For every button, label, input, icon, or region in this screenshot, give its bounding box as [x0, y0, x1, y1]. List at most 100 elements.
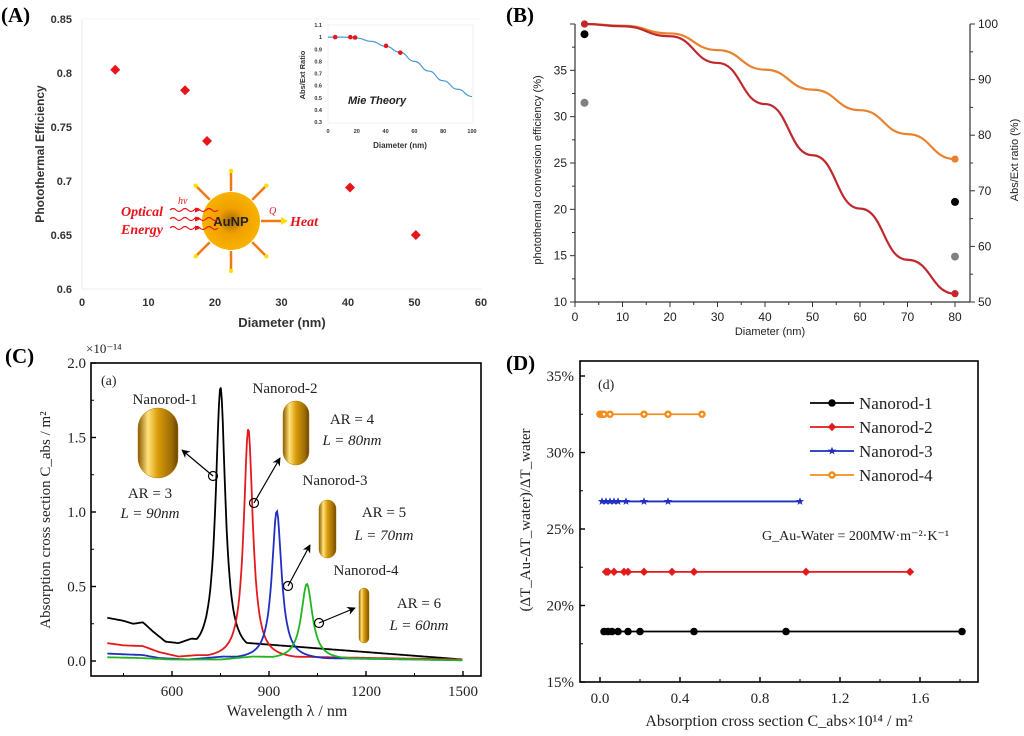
optical-label: Optical	[121, 205, 163, 220]
ray-tip-icon	[228, 268, 234, 274]
inset-xlabel: Diameter (nm)	[373, 141, 427, 150]
d-subpanel: (d)	[598, 378, 615, 393]
b-x-tick-label: 10	[616, 310, 630, 324]
a-x-tick-label: 0	[79, 297, 85, 309]
b-x-tick-label: 40	[758, 310, 772, 324]
d-data-point	[801, 567, 811, 577]
c-peak-marker-icon	[248, 497, 260, 509]
heat-ray-icon	[251, 241, 268, 258]
c-spectrum-line	[107, 582, 463, 662]
b-series-line	[584, 22, 956, 161]
heat-ray-icon	[194, 184, 211, 201]
heat-ray-icon	[251, 184, 268, 201]
d-data-point	[597, 497, 607, 505]
c-spectrum-line	[107, 387, 463, 661]
c-pointer-arrow-icon	[318, 607, 356, 624]
d-x-tick-label: 0.0	[591, 691, 610, 707]
a-y-tick-label: 0.7	[57, 176, 72, 188]
c-length-label: L = 70nm	[353, 528, 413, 544]
c-y-tick-label: 1.5	[67, 431, 86, 447]
panel-label-c: (C)	[5, 344, 34, 368]
d-data-point	[958, 627, 966, 636]
mie-curve	[328, 36, 473, 98]
d-x-tick-label: 0.4	[671, 691, 690, 707]
inset-data-point	[383, 43, 389, 49]
b-scatter-point	[951, 252, 959, 261]
heat-ray-icon	[194, 241, 211, 258]
inset-data-point	[352, 35, 358, 40]
a-x-tick-label: 20	[209, 297, 221, 309]
c-y-tick-label: 2.0	[67, 356, 86, 372]
c-peak-marker-icon	[313, 617, 325, 629]
c-peak-marker-icon	[282, 580, 294, 592]
d-data-point	[613, 497, 623, 505]
c-x-tick-label: 600	[161, 684, 184, 700]
d-data-point-center	[608, 412, 612, 416]
photon-wave-icons	[169, 207, 219, 231]
b-scatter-point	[580, 30, 589, 39]
inset-y-tick-label: 0.7	[314, 72, 322, 78]
c-peak-marker-icon	[207, 470, 219, 482]
b-y-right-tick-label: 100	[978, 17, 998, 31]
heat-arrowhead-icon	[281, 217, 288, 225]
inset-data-point	[348, 34, 353, 40]
b-y-left-tick-label: 10	[554, 295, 568, 309]
d-x-tick-label: 1.2	[831, 691, 850, 707]
d-legend-marker-center	[830, 473, 834, 477]
d-data-point	[639, 567, 649, 577]
heat-label: Heat	[289, 215, 319, 230]
d-data-point	[601, 497, 611, 505]
d-legend-marker	[827, 446, 837, 455]
hv-label: hv	[178, 196, 188, 207]
a-x-tick-label: 60	[475, 297, 487, 309]
a-y-tick-label: 0.65	[51, 230, 72, 242]
d-data-point-center	[666, 412, 670, 416]
a-y-tick-label: 0.8	[57, 68, 72, 80]
b-y-left-tick-label: 35	[554, 63, 568, 77]
d-data-point	[603, 567, 613, 577]
d-data-point	[609, 567, 619, 577]
a-y-tick-label: 0.6	[57, 284, 72, 296]
panel-label-a: (A)	[1, 3, 30, 27]
c-y-tick-label: 1.0	[67, 505, 86, 521]
panel-a-chart: 0 10 20 30 40 50 600.60.650.70.750.80.85 Diame…	[33, 14, 487, 330]
nanorod-image-icon	[282, 400, 310, 466]
d-data-point-center	[602, 412, 606, 416]
inset-data-point	[332, 34, 338, 40]
photon-arrowhead-icon	[195, 216, 201, 222]
c-x-tick-label: 900	[258, 684, 281, 700]
inset-y-tick-label: 0.4	[314, 108, 323, 114]
a-data-point	[180, 85, 191, 96]
d-legend-marker	[828, 399, 836, 407]
c-xlabel: Wavelength λ / nm	[227, 703, 348, 720]
inset-y-tick-label: 0.8	[314, 59, 322, 65]
b-y-left-tick-label: 20	[554, 202, 568, 216]
d-data-point	[624, 627, 632, 636]
c-y-tick-label: 0.5	[67, 580, 86, 596]
nanorod-image-icon	[137, 407, 179, 479]
c-x-tick-label: 1500	[448, 684, 478, 700]
c-aspect-ratio-label: AR = 6	[397, 596, 442, 612]
photon-arrowhead-icon	[195, 225, 201, 231]
ray-tip-icon	[264, 254, 269, 259]
panel-label-b: (B)	[506, 3, 534, 27]
inset-y-tick-label: 0.3	[314, 120, 322, 126]
d-y-tick-label: 20%	[547, 599, 575, 615]
inset-y-tick-label: 0.5	[314, 96, 322, 102]
b-series-endpoint	[580, 20, 589, 28]
d-data-point	[663, 497, 673, 505]
d-data-point	[905, 567, 915, 577]
b-y-right-tick-label: 50	[978, 295, 992, 309]
d-y-tick-label: 25%	[547, 522, 575, 538]
b-ylabel-right: Abs/Ext ratio (%)	[1009, 119, 1021, 202]
mie-theory-inset: 0 20 40 60 80 100 0.3 0.4 0.5 0.6 0.7 0.8 0.9 1 1.1 Mi…	[298, 23, 477, 150]
d-y-tick-label: 15%	[547, 675, 575, 691]
c-subpanel: (a)	[101, 374, 117, 389]
b-xlabel: Diameter (nm)	[735, 326, 805, 338]
photon-wave-icon	[169, 225, 219, 231]
panel-d-chart: 0.0 0.4 0.8 1.2 1.6 15% 20% 25% 30% 35% (d) Nanor…	[518, 360, 979, 730]
b-x-tick-label: 70	[901, 310, 915, 324]
d-data-point	[667, 567, 677, 577]
b-y-right-tick-label: 60	[978, 239, 992, 253]
